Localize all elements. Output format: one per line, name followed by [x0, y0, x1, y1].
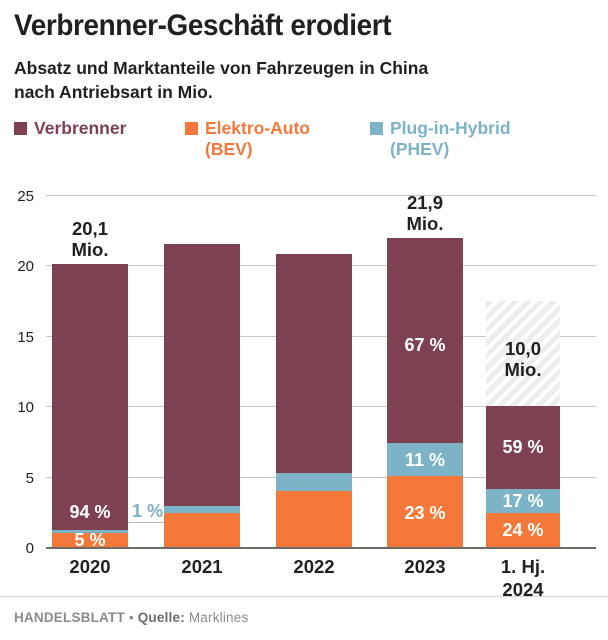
- bar-group-2022[interactable]: [276, 254, 352, 547]
- footer-divider: [0, 596, 608, 597]
- bar-label-bev-2024: 24 %: [502, 520, 544, 540]
- bar-label-bev-2023: 23 %: [404, 503, 446, 523]
- xlabel-2024: 1. Hj. 2024: [500, 556, 546, 600]
- projection-hatch-2024: [486, 301, 560, 406]
- bar-segment-ice-2024[interactable]: 59 %: [486, 406, 560, 489]
- gridline-25: [46, 195, 596, 196]
- legend-swatch-verbrenner: [14, 122, 27, 135]
- bar-group-2020[interactable]: 94 % 5 % 20,1 Mio.: [52, 218, 128, 550]
- bar-segment-phev-2020[interactable]: [52, 530, 128, 533]
- legend-item-phev: Plug-in-Hybrid (PHEV): [370, 118, 511, 160]
- bar-label-phev-2023: 11 %: [404, 450, 446, 470]
- bar-segment-phev-2023[interactable]: 11 %: [387, 443, 463, 476]
- legend-label-bev: Elektro-Auto (BEV): [205, 118, 310, 159]
- bar-segment-bev-2024[interactable]: 24 %: [486, 513, 560, 547]
- bar-segment-ice-2020[interactable]: 94 %: [52, 264, 128, 530]
- subtitle-line-1: Absatz und Marktanteile von Fahrzeugen i…: [14, 58, 429, 78]
- legend-swatch-bev: [185, 122, 198, 135]
- footer-separator: •: [128, 610, 134, 625]
- bar-segment-phev-2022[interactable]: [276, 473, 352, 491]
- bar-group-2023[interactable]: 67 % 11 % 23 % 21,9 Mio.: [387, 192, 463, 547]
- xlabel-2021: 2021: [181, 556, 223, 577]
- bar-label-phev-2020: 1 %: [132, 501, 164, 521]
- plot-area: 25 20 15 10 5 0 94 % 5 % 20,1 Mio. 1 %: [17, 189, 596, 600]
- bar-label-bev-2020: 5 %: [74, 530, 106, 550]
- bar-label-ice-2024: 59 %: [502, 437, 544, 457]
- bar-segment-phev-2024[interactable]: 17 %: [486, 489, 560, 513]
- bar-label-ice-2023: 67 %: [404, 335, 446, 355]
- footer-brand: HANDELSBLATT: [14, 610, 125, 625]
- legend-swatch-phev: [370, 122, 383, 135]
- chart-legend: Verbrenner Elektro-Auto (BEV) Plug-in-Hy…: [14, 118, 604, 174]
- xlabel-2022: 2022: [293, 556, 335, 577]
- ytick-15: 15: [17, 329, 34, 346]
- bar-segment-ice-2021[interactable]: [164, 244, 240, 506]
- axis-baseline: [46, 547, 596, 549]
- ytick-5: 5: [25, 470, 34, 487]
- xlabel-2023: 2023: [404, 556, 446, 577]
- xlabel-2020: 2020: [69, 556, 111, 577]
- footer-source-value: Marklines: [188, 610, 249, 625]
- bar-group-2021[interactable]: [164, 244, 240, 547]
- bar-segment-bev-2021[interactable]: [164, 513, 240, 547]
- legend-item-verbrenner: Verbrenner: [14, 118, 126, 139]
- bar-total-2024: 10,0 Mio.: [504, 338, 542, 380]
- ytick-20: 20: [17, 258, 34, 275]
- page-subtitle: Absatz und Marktanteile von Fahrzeugen i…: [14, 56, 594, 104]
- bar-segment-ice-2023[interactable]: 67 %: [387, 238, 463, 443]
- legend-item-bev: Elektro-Auto (BEV): [185, 118, 310, 160]
- footer-source-label: Quelle:: [137, 610, 185, 625]
- stacked-bar-chart: 25 20 15 10 5 0 94 % 5 % 20,1 Mio. 1 %: [0, 182, 608, 600]
- ytick-0: 0: [25, 540, 34, 557]
- bar-label-ice-2020: 94 %: [69, 502, 111, 522]
- bar-total-2023: 21,9 Mio.: [406, 192, 444, 234]
- bar-total-2020: 20,1 Mio.: [71, 218, 109, 260]
- legend-label-phev: Plug-in-Hybrid (PHEV): [390, 118, 511, 159]
- legend-label-verbrenner: Verbrenner: [34, 118, 127, 138]
- ytick-25: 25: [17, 188, 34, 205]
- bar-segment-phev-2021[interactable]: [164, 506, 240, 513]
- bar-segment-ice-2022[interactable]: [276, 254, 352, 473]
- page-title: Verbrenner-Geschäft erodiert: [14, 9, 392, 42]
- bar-segment-bev-2023[interactable]: 23 %: [387, 476, 463, 547]
- phev-2020-leader-line: [128, 522, 182, 523]
- footer-credit: HANDELSBLATT • Quelle: Marklines: [14, 610, 248, 625]
- subtitle-line-2: nach Antriebsart in Mio.: [14, 82, 213, 102]
- bar-segment-bev-2020[interactable]: 5 %: [52, 530, 128, 550]
- bar-segment-bev-2022[interactable]: [276, 491, 352, 547]
- bar-group-2024[interactable]: 59 % 17 % 24 %: [486, 406, 560, 547]
- ytick-10: 10: [17, 399, 34, 416]
- bar-label-phev-2024: 17 %: [502, 491, 544, 511]
